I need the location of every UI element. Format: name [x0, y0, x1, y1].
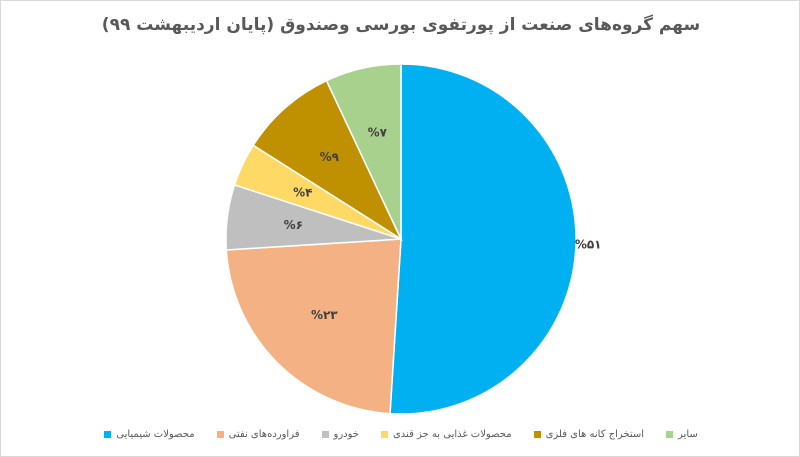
legend-label: محصولات شیمیایی: [116, 429, 195, 440]
legend-label: خودرو: [333, 429, 359, 440]
legend-swatch: [666, 431, 674, 438]
data-label: %۷: [368, 126, 388, 140]
legend-label: استخراج کانه های فلزی: [545, 429, 645, 440]
legend-item: سایر: [666, 429, 698, 440]
legend-swatch: [321, 431, 329, 438]
data-label: %۵۱: [575, 237, 602, 251]
pie-slice: [389, 63, 577, 415]
legend-swatch: [533, 431, 541, 438]
legend-swatch: [104, 431, 112, 438]
chart-title: سهم گروه‌های صنعت از پورتفوی بورسی وصندو…: [101, 15, 701, 35]
legend-label: سایر: [678, 429, 698, 440]
data-label: %۴: [293, 185, 312, 199]
pie-slice: [252, 79, 403, 242]
legend-swatch: [380, 431, 388, 438]
legend-item: محصولات شیمیایی: [104, 429, 195, 440]
pie-slice: [225, 238, 402, 415]
legend-label: فراورده‌های نفتی: [228, 429, 300, 440]
data-label: %۲۳: [311, 308, 338, 322]
legend-item: محصولات غذایی به جز قندی: [380, 429, 512, 440]
legend-item: خودرو: [321, 429, 359, 440]
legend: محصولات شیمیایی فراورده‌های نفتی خودرو محصو…: [1, 429, 799, 440]
legend-swatch: [216, 431, 224, 438]
legend-item: استخراج کانه های فلزی: [533, 429, 645, 440]
data-label: %۹: [320, 150, 340, 164]
legend-item: فراورده‌های نفتی: [216, 429, 300, 440]
legend-label: محصولات غذایی به جز قندی: [392, 429, 512, 440]
pie-slice: [325, 63, 402, 240]
data-label: %۶: [284, 218, 303, 232]
